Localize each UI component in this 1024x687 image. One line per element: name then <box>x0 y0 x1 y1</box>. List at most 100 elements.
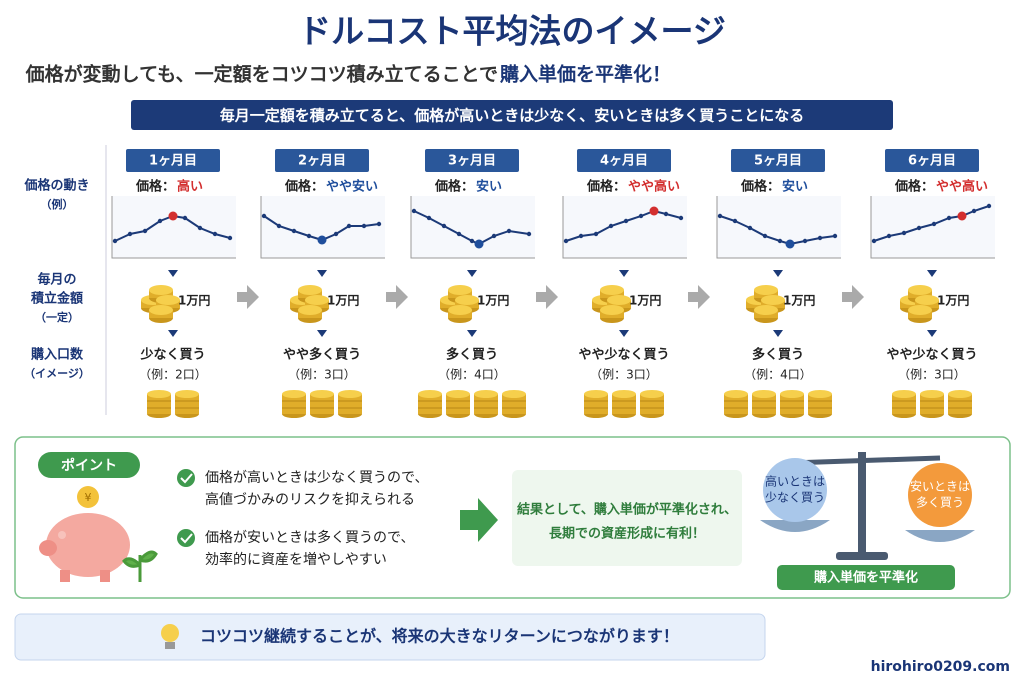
buy-amount: 多く買う <box>752 347 804 363</box>
price-level: 高い <box>177 179 203 195</box>
price-level: 安い <box>782 179 808 195</box>
coin <box>448 305 472 323</box>
check-icon <box>177 469 195 487</box>
price-prefix: 価格： <box>740 179 780 195</box>
amount: 1万円 <box>629 294 661 308</box>
result-text: 結果として、購入単価が平準化され、 <box>517 502 737 518</box>
coin-stack <box>174 389 200 419</box>
coin <box>754 305 778 323</box>
row-label: （例） <box>41 197 74 211</box>
coin-stack <box>417 389 443 419</box>
example-units: （例：2口） <box>139 368 207 382</box>
price-dot <box>212 231 218 237</box>
buy-amount: やや少なく買う <box>578 347 669 363</box>
scale-caption-box <box>777 565 955 590</box>
arrow-down <box>619 270 629 277</box>
price-dot <box>168 211 178 221</box>
coin-stack <box>337 389 363 419</box>
coin-stack <box>919 389 945 419</box>
price-dot <box>112 238 118 244</box>
arrow-down <box>467 330 477 337</box>
price-dot <box>916 225 922 231</box>
banner-text: 毎月一定額を積み立てると、価格が高いときは少なく、安いときは多く買うことになる <box>220 107 804 125</box>
price-dot <box>832 233 838 239</box>
price-dot <box>986 203 992 209</box>
banner <box>131 100 893 130</box>
month-badge <box>275 149 369 172</box>
row-label: （イメージ） <box>24 367 90 380</box>
chart-frame <box>717 196 841 258</box>
coin-stack <box>281 389 307 419</box>
arrow-down <box>927 330 937 337</box>
subtitle: 価格が変動しても、一定額をコツコツ積み立てることで <box>25 63 498 86</box>
point-badge-text: ポイント <box>61 457 117 474</box>
coin-stack <box>501 389 527 419</box>
arrow-down <box>168 330 178 337</box>
amount: 1万円 <box>783 294 815 308</box>
price-dot <box>291 228 297 234</box>
arrow-right <box>460 498 498 542</box>
scale-right: 多く買う <box>916 496 964 510</box>
amount: 1万円 <box>327 294 359 308</box>
point-badge <box>38 452 140 478</box>
coin <box>298 305 322 323</box>
example-units: （例：3口） <box>898 368 966 382</box>
bulb <box>161 624 179 649</box>
chart-frame <box>563 196 687 258</box>
scale-right: 安いときは <box>910 479 970 494</box>
price-dot <box>227 235 233 241</box>
price-dot <box>608 223 614 229</box>
price-dot <box>411 208 417 214</box>
coin-stack <box>891 389 917 419</box>
month-badge <box>425 149 519 172</box>
chart-axis <box>870 196 995 259</box>
buy-amount: 少なく買う <box>139 347 205 363</box>
price-dot <box>931 221 937 227</box>
chart-axis <box>111 196 236 259</box>
price-prefix: 価格： <box>135 179 175 195</box>
buy-amount: やや多く買う <box>283 347 361 363</box>
price-dot <box>871 238 877 244</box>
scale-caption: 購入単価を平準化 <box>813 570 918 586</box>
price-level: やや高い <box>936 179 988 195</box>
price-dot <box>638 213 644 219</box>
price-dot <box>762 233 768 239</box>
price-dot <box>663 211 669 217</box>
coin <box>908 305 932 323</box>
row-label: （一定） <box>35 310 79 324</box>
arrow-next <box>536 285 558 309</box>
month-badge <box>577 149 671 172</box>
scale <box>760 452 975 560</box>
price-dot <box>732 218 738 224</box>
price-dot <box>623 218 629 224</box>
price-dot <box>802 238 808 244</box>
coin-stack <box>639 389 665 419</box>
month-badge <box>126 149 220 172</box>
site: hirohiro0209.com <box>871 659 1010 675</box>
price-dot <box>747 225 753 231</box>
price-dot <box>886 233 892 239</box>
scale-left: 少なく買う <box>765 491 825 505</box>
arrow-next <box>688 285 710 309</box>
piggy: ¥ <box>39 486 158 582</box>
price-dot <box>649 206 659 216</box>
point-text: 高値づかみのリスクを抑えられる <box>205 491 415 508</box>
price-dot <box>717 213 723 219</box>
arrow-down <box>619 330 629 337</box>
scale-left: 高いときは <box>765 474 825 489</box>
price-dot <box>946 215 952 221</box>
price-dot <box>491 233 497 239</box>
example-units: （例：3口） <box>590 368 658 382</box>
chart-axis <box>716 196 841 259</box>
price-dot <box>142 228 148 234</box>
price-dot <box>261 213 267 219</box>
coin-stack <box>947 389 973 419</box>
arrow-down <box>317 330 327 337</box>
arrow-down <box>317 270 327 277</box>
row-label: 毎月の <box>37 272 76 288</box>
amount: 1万円 <box>937 294 969 308</box>
price-level: やや安い <box>326 179 378 195</box>
coin <box>149 305 173 323</box>
result-box <box>512 470 742 566</box>
coin-stack <box>473 389 499 419</box>
